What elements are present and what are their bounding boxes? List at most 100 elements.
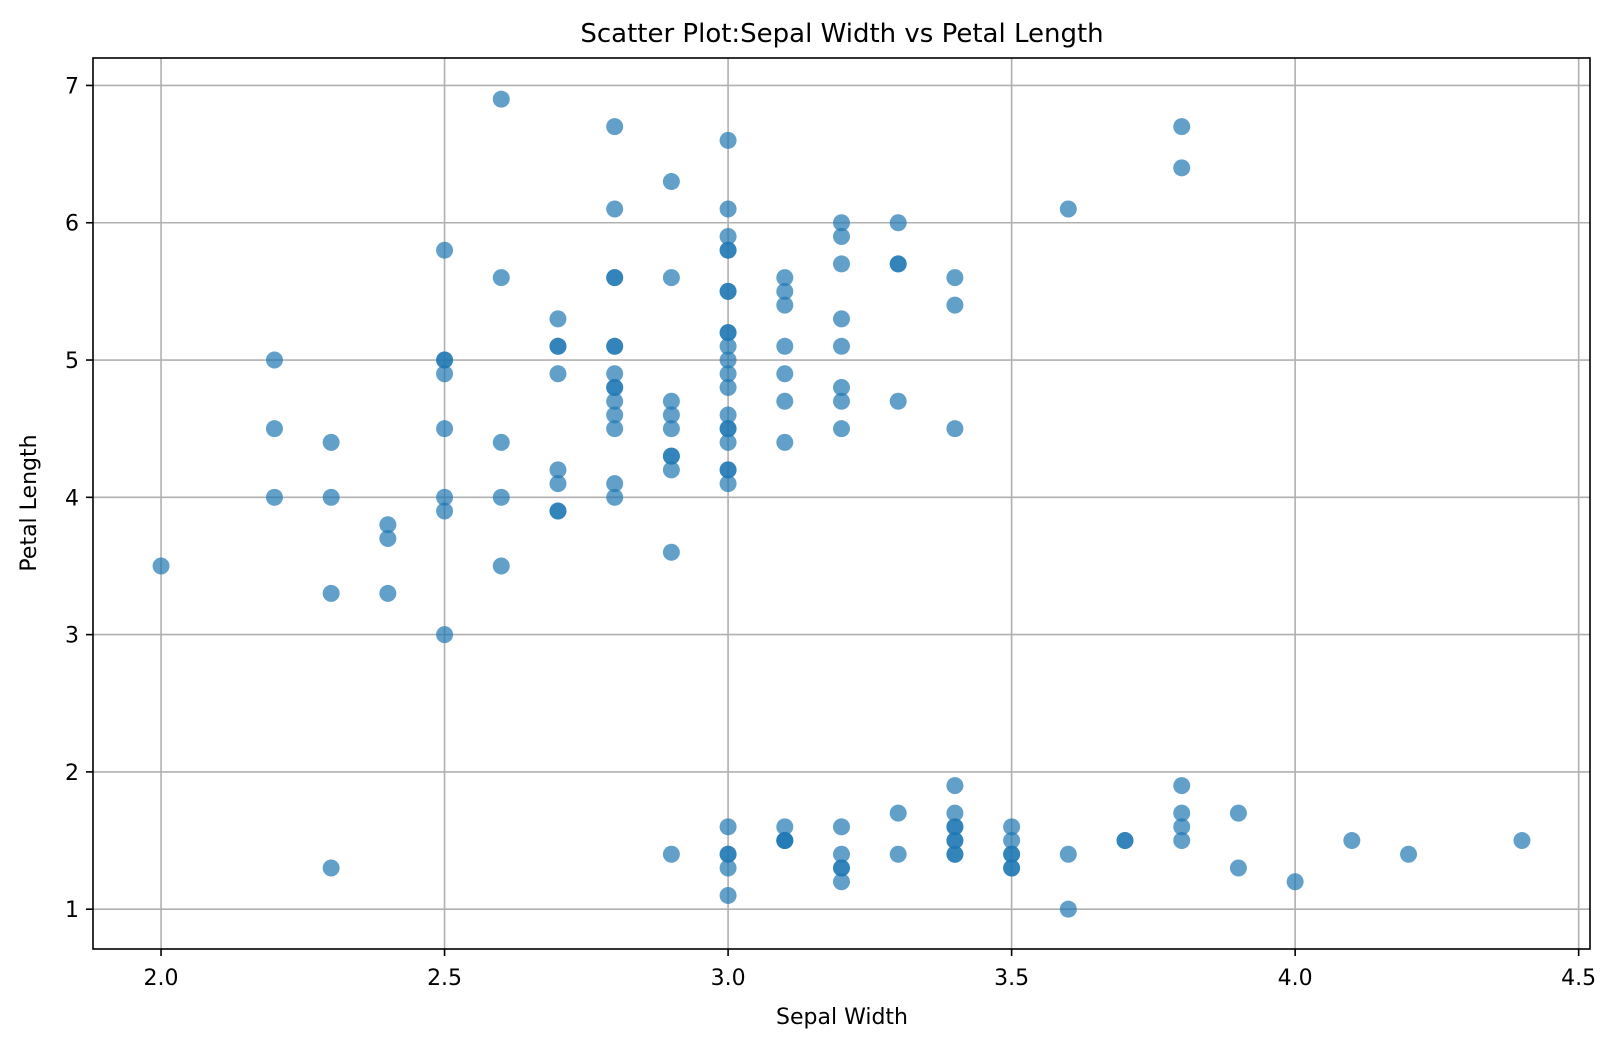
data-point <box>1173 118 1191 136</box>
data-point <box>606 200 624 218</box>
data-point <box>833 818 850 836</box>
plot-area-frame <box>92 57 1591 950</box>
data-point <box>946 804 964 822</box>
data-point <box>492 433 510 451</box>
data-point <box>1003 832 1021 850</box>
data-point <box>889 845 907 863</box>
data-point <box>776 269 794 287</box>
chart-title: Scatter Plot:Sepal Width vs Petal Length <box>580 19 1103 49</box>
data-point <box>662 269 680 287</box>
data-point <box>265 488 283 506</box>
data-point <box>833 873 850 891</box>
data-point <box>889 255 907 273</box>
data-point <box>946 777 964 795</box>
data-point <box>776 832 794 850</box>
data-point <box>719 475 737 493</box>
data-point <box>946 818 964 836</box>
data-point <box>662 447 680 465</box>
data-point <box>833 420 850 438</box>
data-point <box>662 173 680 191</box>
data-point <box>833 214 850 232</box>
data-point <box>436 502 454 520</box>
data-point <box>662 461 680 479</box>
data-point <box>1286 873 1304 891</box>
x-tick-label: 2.0 <box>144 966 179 991</box>
data-point <box>662 406 680 424</box>
data-point <box>606 420 624 438</box>
data-point <box>1059 845 1077 863</box>
data-point <box>1229 859 1247 877</box>
data-point <box>549 461 567 479</box>
data-point <box>1513 832 1531 850</box>
y-tick-label: 3 <box>65 624 79 649</box>
data-point <box>1003 859 1021 877</box>
data-point <box>1059 900 1077 918</box>
data-point <box>833 845 850 863</box>
data-point <box>833 227 850 245</box>
data-point <box>719 859 737 877</box>
data-point <box>946 420 964 438</box>
data-point <box>719 886 737 904</box>
data-point <box>606 475 624 493</box>
data-point <box>662 845 680 863</box>
data-point <box>492 557 510 575</box>
x-tick-label: 3.5 <box>994 966 1029 991</box>
data-point <box>719 818 737 836</box>
data-point <box>833 392 850 410</box>
x-tick-label: 3.0 <box>711 966 746 991</box>
data-points <box>152 90 1531 918</box>
data-point <box>833 378 850 396</box>
data-point <box>1400 845 1418 863</box>
y-tick-label: 5 <box>65 349 79 374</box>
data-point <box>1229 804 1247 822</box>
data-point <box>719 461 737 479</box>
data-point <box>776 818 794 836</box>
x-tick-label: 4.0 <box>1278 966 1313 991</box>
data-point <box>833 859 850 877</box>
data-point <box>719 241 737 259</box>
data-point <box>379 530 397 548</box>
data-point <box>1173 777 1191 795</box>
data-point <box>606 488 624 506</box>
x-axis-ticks: 2.0 2.5 3.0 3.5 4.0 4.5 <box>144 949 1596 991</box>
y-tick-label: 7 <box>65 74 79 99</box>
data-point <box>719 131 737 149</box>
data-point <box>946 269 964 287</box>
data-point <box>776 296 794 314</box>
data-point <box>719 378 737 396</box>
data-point <box>776 337 794 355</box>
data-point <box>719 433 737 451</box>
data-point <box>492 269 510 287</box>
data-point <box>265 420 283 438</box>
data-point <box>776 392 794 410</box>
data-point <box>492 90 510 108</box>
data-point <box>1173 818 1191 836</box>
data-point <box>606 118 624 136</box>
data-point <box>322 433 340 451</box>
y-tick-label: 4 <box>65 486 79 511</box>
data-point <box>719 845 737 863</box>
data-point <box>719 200 737 218</box>
data-point <box>379 584 397 602</box>
data-point <box>606 392 624 410</box>
x-tick-label: 4.5 <box>1561 966 1596 991</box>
data-point <box>833 337 850 355</box>
data-point <box>1003 845 1021 863</box>
data-point <box>889 392 907 410</box>
data-point <box>606 337 624 355</box>
data-point <box>1173 804 1191 822</box>
data-point <box>719 420 737 438</box>
x-tick-label: 2.5 <box>427 966 462 991</box>
data-point <box>492 488 510 506</box>
data-point <box>549 475 567 493</box>
data-point <box>1173 832 1191 850</box>
data-point <box>436 365 454 383</box>
data-point <box>436 420 454 438</box>
data-point <box>436 488 454 506</box>
data-point <box>606 378 624 396</box>
y-tick-label: 1 <box>65 898 79 923</box>
data-point <box>1116 832 1134 850</box>
data-point <box>946 832 964 850</box>
